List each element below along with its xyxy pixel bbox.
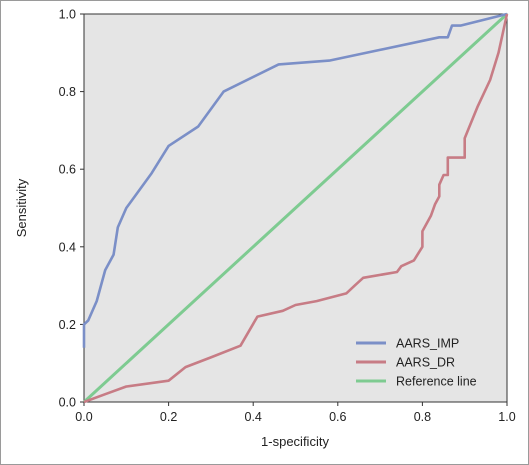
y-tick-label: 0.0 [59,396,76,410]
y-tick-label: 0.6 [59,163,76,177]
axis-ticks: 0.0 0.2 0.4 0.6 0.8 1.0 0.0 0.2 0.4 0.6 0.8 1.0 [59,8,516,425]
x-axis-label: 1-specificity [261,434,329,449]
series-lines [82,12,509,404]
x-tick-label: 0.6 [329,410,346,424]
x-tick-label: 0.2 [160,410,177,424]
series-line-reference [82,12,509,404]
legend: AARS_IMP AARS_DR Reference line [356,337,477,389]
legend-label-aars-dr: AARS_DR [396,356,455,370]
y-axis-label: Sensitivity [14,178,29,237]
series-line-aars-imp [82,12,508,348]
legend-label-reference: Reference line [396,375,477,389]
y-tick-label: 0.2 [59,318,76,332]
x-tick-label: 0.8 [414,410,431,424]
x-tick-label: 1.0 [498,410,515,424]
x-tick-label: 0.0 [75,410,92,424]
x-tick-label: 0.4 [245,410,262,424]
y-tick-label: 0.4 [59,240,76,254]
series-line-aars-dr [83,13,509,404]
legend-label-aars-imp: AARS_IMP [396,337,459,351]
y-tick-label: 0.8 [59,85,76,99]
y-tick-label: 1.0 [59,8,76,22]
